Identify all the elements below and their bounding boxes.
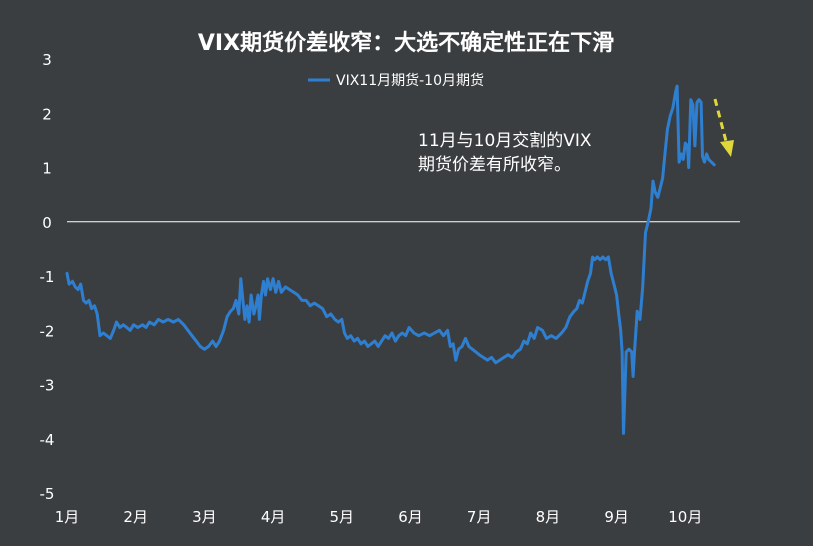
x-tick-label: 4月 <box>261 508 286 526</box>
y-tick-label: 1 <box>42 160 52 178</box>
y-tick-label: -2 <box>40 322 55 340</box>
annotation-arrow <box>713 98 734 157</box>
arrow-shaft <box>713 98 729 146</box>
x-axis-ticks: 1月 2月 3月 4月 5月 6月 7月 8月 9月 10月 <box>55 508 703 526</box>
y-tick-label: -4 <box>40 431 55 449</box>
series-line-vix-nov-oct <box>65 84 716 435</box>
x-tick-label: 9月 <box>604 508 629 526</box>
x-tick-label: 6月 <box>398 508 423 526</box>
y-tick-label: -5 <box>40 485 55 503</box>
x-tick-label: 10月 <box>668 508 702 526</box>
y-tick-label: 0 <box>42 214 52 232</box>
x-tick-label: 8月 <box>536 508 561 526</box>
annotation-line: 期货价差有所收窄。 <box>418 155 571 175</box>
legend: VIX11月期货-10月期货 <box>308 72 484 89</box>
annotation-text: 11月与10月交割的VIX 期货价差有所收窄。 <box>418 131 592 175</box>
y-tick-label: 3 <box>42 51 52 69</box>
chart-title: VIX期货价差收窄：大选不确定性正在下滑 <box>198 30 614 56</box>
y-axis-ticks: 3 2 1 0 -1 -2 -3 -4 -5 <box>40 51 55 503</box>
x-tick-label: 2月 <box>123 508 148 526</box>
x-tick-label: 3月 <box>192 508 217 526</box>
arrow-head <box>720 140 734 157</box>
x-tick-label: 7月 <box>467 508 492 526</box>
y-tick-label: -3 <box>40 377 55 395</box>
annotation-line: 11月与10月交割的VIX <box>418 131 592 151</box>
y-tick-label: -1 <box>40 268 55 286</box>
x-tick-label: 5月 <box>330 508 355 526</box>
y-tick-label: 2 <box>42 105 52 123</box>
legend-label: VIX11月期货-10月期货 <box>336 72 484 89</box>
x-tick-label: 1月 <box>55 508 80 526</box>
